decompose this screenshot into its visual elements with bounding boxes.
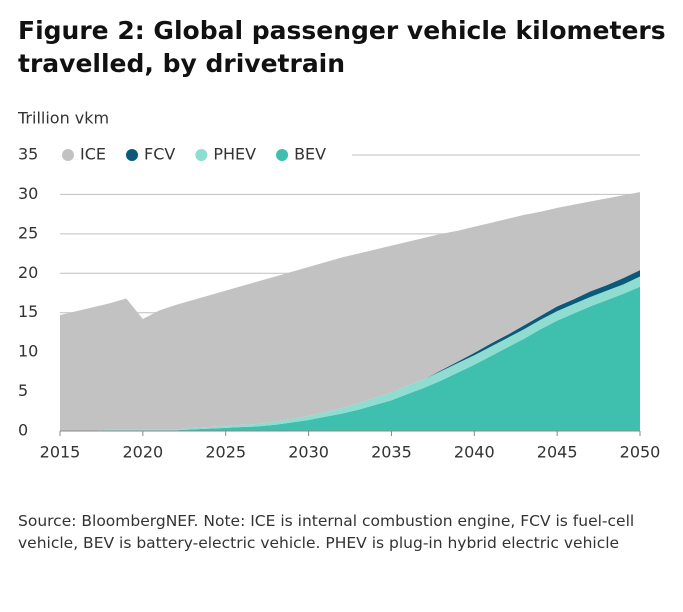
legend-label: FCV <box>144 145 175 164</box>
x-tick-label: 2020 <box>122 443 163 462</box>
chart-title: Figure 2: Global passenger vehicle kilom… <box>18 16 666 78</box>
y-tick-label: 25 <box>18 223 38 242</box>
area <box>60 192 640 431</box>
x-tick-label: 2035 <box>371 443 412 462</box>
y-tick-label: 20 <box>18 263 38 282</box>
x-tick-label: 2045 <box>537 443 578 462</box>
y-tick-label: 15 <box>18 302 38 321</box>
y-tick-label: 10 <box>18 342 38 361</box>
y-axis-label: Trillion vkm <box>17 109 109 128</box>
y-tick-label: 0 <box>18 421 28 440</box>
legend-marker <box>126 149 138 161</box>
legend-label: BEV <box>294 145 326 164</box>
y-tick-label: 35 <box>18 145 38 164</box>
legend-marker <box>195 149 208 161</box>
legend-marker <box>276 149 289 161</box>
x-tick-label: 2015 <box>40 443 81 462</box>
area <box>60 286 640 431</box>
x-tick-label: 2040 <box>454 443 495 462</box>
x-tick-label: 2030 <box>288 443 329 462</box>
x-tick-label: 2050 <box>620 443 661 462</box>
legend-label: ICE <box>80 145 106 164</box>
legend-marker <box>62 149 74 161</box>
legend-label: PHEV <box>213 145 256 164</box>
y-tick-label: 5 <box>18 381 28 400</box>
y-tick-label: 30 <box>18 184 38 203</box>
source-note: Source: BloombergNEF. Note: ICE is inter… <box>18 512 635 552</box>
x-tick-label: 2025 <box>205 443 246 462</box>
